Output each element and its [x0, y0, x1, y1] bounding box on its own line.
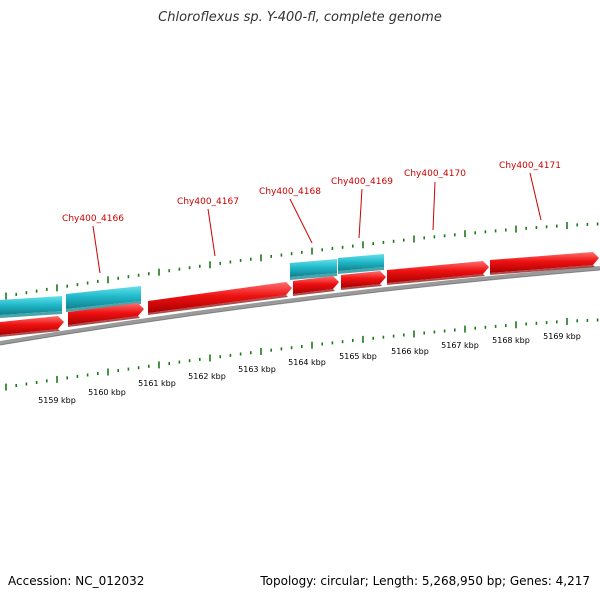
- scale-labels: 5159 kbp 5160 kbp 5161 kbp 5162 kbp 5163…: [38, 332, 581, 405]
- upper-tick-row: [5, 222, 599, 300]
- genome-backbone-shadow: [0, 269, 600, 346]
- scale-label-5167: 5167 kbp: [441, 341, 479, 350]
- gene-label-4167: Chy400_4167: [177, 197, 239, 207]
- gene-reverse-4: [338, 254, 384, 274]
- gene-reverse-2: [66, 286, 141, 312]
- accession-text: Accession: NC_012032: [8, 574, 145, 588]
- gene-forward-4: [293, 276, 339, 296]
- gene-label-4168: Chy400_4168: [259, 187, 321, 197]
- gene-reverse-1: [0, 296, 62, 318]
- label-line-4169: [358, 188, 363, 239]
- label-line-4170: [432, 181, 436, 231]
- gene-reverse-3: [290, 259, 337, 280]
- scale-label-5169: 5169 kbp: [543, 332, 581, 341]
- label-line-4171: [529, 172, 542, 221]
- scale-label-5168: 5168 kbp: [492, 336, 530, 345]
- label-line-4168: [289, 198, 313, 244]
- gene-forward-1: [0, 316, 64, 337]
- gene-labels: Chy400_4166 Chy400_4167 Chy400_4168 Chy4…: [62, 161, 561, 224]
- scale-label-5165: 5165 kbp: [339, 352, 377, 361]
- gene-forward-6: [387, 261, 489, 285]
- gene-label-4169: Chy400_4169: [331, 177, 393, 187]
- genome-summary-text: Topology: circular; Length: 5,268,950 bp…: [260, 574, 590, 588]
- gene-label-4171: Chy400_4171: [499, 161, 561, 171]
- lower-tick-row: [5, 317, 599, 391]
- gene-forward-7: [490, 252, 599, 275]
- reverse-strand-genes: [0, 254, 384, 318]
- gene-label-4170: Chy400_4170: [404, 169, 466, 179]
- gene-label-lines: [92, 172, 542, 274]
- scale-label-5161: 5161 kbp: [138, 379, 176, 388]
- forward-strand-genes: [0, 252, 599, 337]
- gene-label-4166: Chy400_4166: [62, 214, 124, 224]
- scale-label-5159: 5159 kbp: [38, 396, 76, 405]
- scale-label-5162: 5162 kbp: [188, 372, 226, 381]
- gene-forward-5: [341, 271, 386, 290]
- gene-forward-3: [148, 282, 292, 315]
- scale-label-5160: 5160 kbp: [88, 388, 126, 397]
- map-title: Chloroflexus sp. Y-400-fl, complete geno…: [158, 10, 442, 25]
- gene-forward-2: [68, 303, 144, 327]
- label-line-4167: [207, 208, 216, 257]
- label-line-4166: [92, 225, 101, 274]
- scale-label-5163: 5163 kbp: [238, 365, 276, 374]
- scale-label-5166: 5166 kbp: [391, 347, 429, 356]
- scale-label-5164: 5164 kbp: [288, 358, 326, 367]
- genome-backbone: [0, 266, 600, 345]
